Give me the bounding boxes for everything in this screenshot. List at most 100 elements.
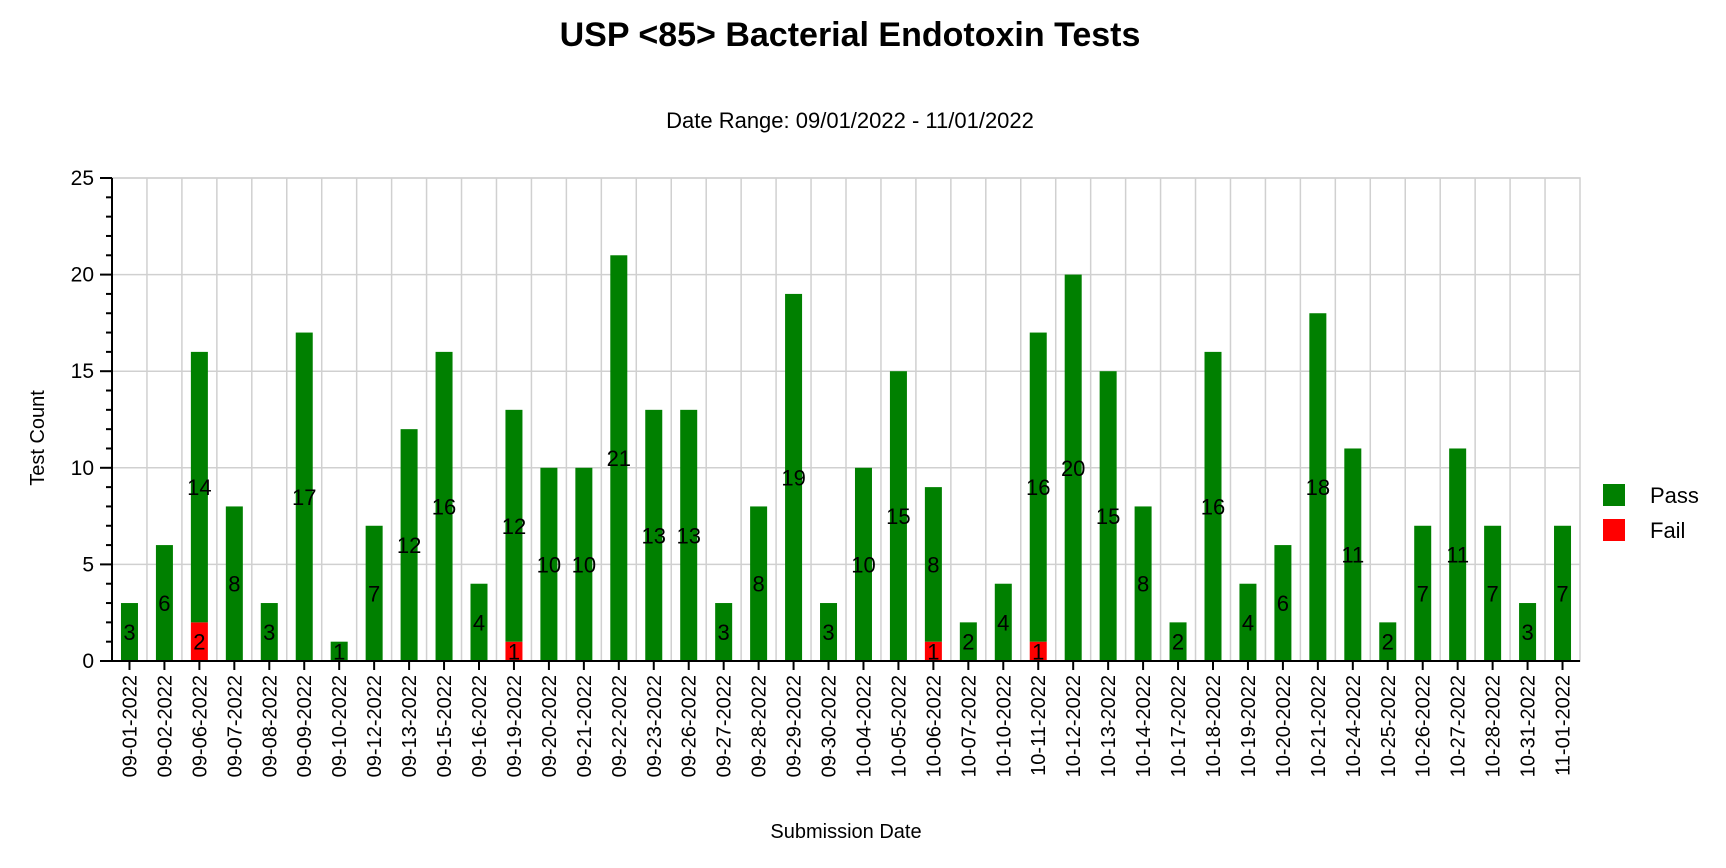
data-label-pass: 7: [1556, 581, 1568, 606]
data-label-pass: 13: [676, 523, 700, 548]
data-label-fail: 1: [1032, 639, 1044, 664]
x-tick-label: 10-25-2022: [1378, 675, 1400, 777]
x-tick-label: 09-19-2022: [504, 675, 526, 777]
bar-fail: [505, 641, 523, 661]
y-tick-label: 20: [71, 264, 94, 287]
x-tick-label: 09-07-2022: [224, 675, 246, 777]
data-label-pass: 3: [1521, 620, 1533, 645]
data-label-pass: 3: [718, 620, 730, 645]
data-label-pass: 18: [1306, 475, 1330, 500]
bar-pass: [924, 487, 942, 642]
data-label-fail: 1: [508, 639, 520, 664]
x-tick-label: 10-27-2022: [1448, 675, 1470, 777]
bar-fail: [1029, 641, 1047, 661]
data-label-pass: 6: [1277, 591, 1289, 616]
bar-pass: [470, 583, 488, 661]
data-label-pass: 21: [607, 446, 631, 471]
x-tick-label: 09-10-2022: [329, 675, 351, 777]
axes: [100, 177, 1580, 670]
x-tick-label: 09-29-2022: [784, 675, 806, 777]
data-label-pass: 12: [502, 514, 526, 539]
legend-swatch-pass: [1603, 484, 1625, 506]
data-label-pass: 6: [158, 591, 170, 616]
bar-pass: [295, 332, 313, 661]
x-tick-label: 09-30-2022: [819, 675, 841, 777]
data-label-pass: 15: [1096, 504, 1120, 529]
data-label-pass: 3: [263, 620, 275, 645]
y-tick-label: 0: [82, 650, 94, 673]
x-tick-label: 10-11-2022: [1028, 675, 1050, 776]
bar-pass: [1344, 448, 1362, 661]
bar-pass: [155, 545, 173, 661]
x-tick-label: 09-16-2022: [469, 675, 491, 777]
x-tick-label: 10-14-2022: [1133, 675, 1155, 777]
data-label-pass: 19: [781, 465, 805, 490]
bar-pass: [540, 467, 558, 661]
x-tick-label: 11-01-2022: [1553, 675, 1575, 776]
bar-pass: [1134, 506, 1152, 661]
data-label-pass: 11: [1446, 543, 1469, 568]
data-label-pass: 3: [822, 620, 834, 645]
bars: [120, 255, 1572, 661]
bar-fail: [190, 622, 208, 661]
bar-pass: [1169, 622, 1187, 661]
bar-pass: [400, 429, 418, 661]
bar-pass: [959, 622, 977, 661]
bar-pass: [820, 603, 838, 661]
data-label-pass: 4: [997, 610, 1009, 635]
x-tick-label: 10-19-2022: [1238, 675, 1260, 777]
x-tick-label: 10-12-2022: [1063, 675, 1085, 777]
y-tick-label: 15: [71, 360, 94, 383]
x-tick-label: 10-31-2022: [1518, 675, 1540, 777]
legend-label-fail: Fail: [1650, 518, 1685, 543]
x-tick-label: 09-06-2022: [189, 675, 211, 777]
bar-pass: [750, 506, 768, 661]
data-label-pass: 1: [333, 639, 345, 664]
y-tick-label: 10: [71, 457, 94, 480]
bar-pass: [365, 525, 383, 661]
legend-label-pass: Pass: [1650, 483, 1699, 508]
x-tick-label: 09-13-2022: [399, 675, 421, 777]
bar-pass: [575, 467, 593, 661]
legend-swatch-fail: [1603, 519, 1625, 541]
y-tick-label: 25: [71, 167, 94, 190]
bar-pass: [994, 583, 1012, 661]
x-tick-label: 09-23-2022: [644, 675, 666, 777]
bar-pass: [854, 467, 872, 661]
bar-pass: [610, 255, 628, 661]
chart-title: USP <85> Bacterial Endotoxin Tests: [560, 16, 1141, 54]
data-label-pass: 10: [537, 552, 561, 577]
bar-pass: [1484, 525, 1502, 661]
data-label-pass: 10: [851, 552, 875, 577]
y-tick-label: 5: [82, 553, 94, 576]
data-label-pass: 2: [1382, 630, 1394, 655]
data-label-pass: 7: [368, 581, 380, 606]
data-label-pass: 17: [292, 485, 316, 510]
x-tick-label: 09-20-2022: [539, 675, 561, 777]
x-tick-label: 09-02-2022: [154, 675, 176, 777]
data-label-pass: 15: [886, 504, 910, 529]
y-tick-labels: 0 5 10 15 20 25: [71, 167, 94, 673]
data-label-pass: 8: [752, 572, 764, 597]
bar-pass: [190, 351, 208, 623]
x-tick-label: 09-12-2022: [364, 675, 386, 777]
x-tick-label: 09-09-2022: [294, 675, 316, 777]
x-tick-label: 09-27-2022: [714, 675, 736, 777]
bar-pass: [1274, 545, 1292, 661]
x-tick-label: 10-13-2022: [1098, 675, 1120, 777]
bar-pass: [1379, 622, 1397, 661]
bar-pass: [1064, 274, 1082, 661]
data-label-fail: 2: [193, 630, 205, 655]
bar-pass: [1204, 351, 1222, 661]
x-tick-label: 10-07-2022: [958, 675, 980, 777]
data-label-pass: 20: [1061, 456, 1085, 481]
legend: Pass Fail: [1603, 483, 1699, 543]
x-tick-label: 10-21-2022: [1308, 675, 1330, 777]
bar-pass: [260, 603, 278, 661]
bar-pass: [1519, 603, 1537, 661]
bar-pass: [1029, 332, 1047, 642]
bar-pass: [120, 603, 138, 661]
data-label-pass: 10: [572, 552, 596, 577]
